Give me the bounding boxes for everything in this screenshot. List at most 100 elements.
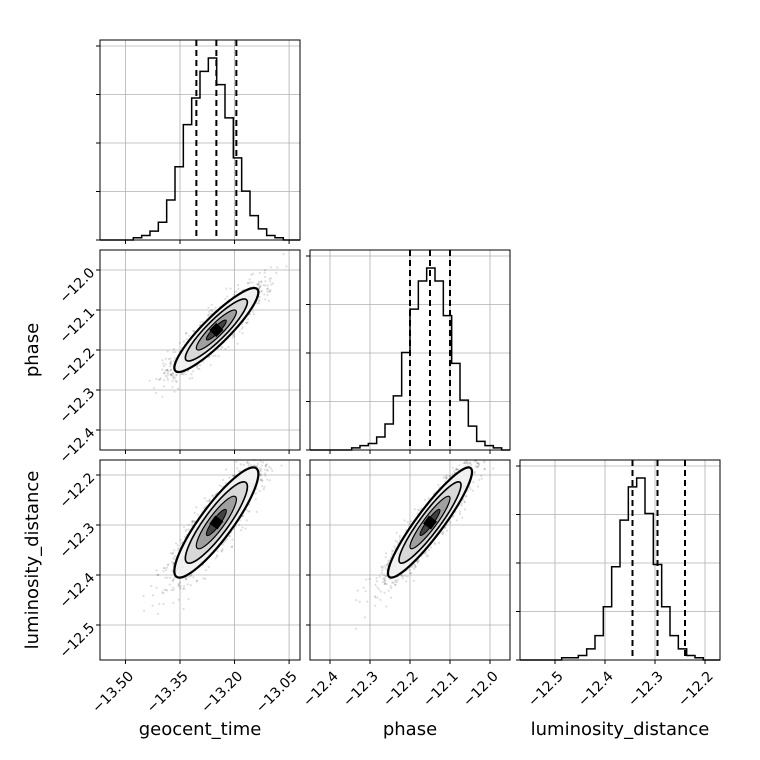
sample-point bbox=[381, 567, 384, 570]
sample-point bbox=[166, 589, 169, 592]
sample-point bbox=[417, 508, 420, 512]
sample-point bbox=[157, 378, 160, 381]
sample-point bbox=[445, 476, 448, 479]
sample-point bbox=[201, 320, 205, 323]
sample-point bbox=[266, 469, 269, 472]
sample-point bbox=[191, 377, 194, 380]
sample-point bbox=[404, 574, 407, 577]
sample-point bbox=[163, 372, 166, 375]
sample-point bbox=[404, 529, 407, 532]
sample-point bbox=[185, 332, 188, 335]
sample-point bbox=[355, 627, 358, 630]
sample-point bbox=[162, 592, 165, 595]
sample-point bbox=[441, 532, 444, 535]
sample-point bbox=[172, 375, 175, 378]
sample-point bbox=[270, 277, 273, 280]
sample-point bbox=[258, 286, 261, 289]
sample-point bbox=[246, 461, 249, 464]
density-peak bbox=[423, 515, 437, 530]
sample-point bbox=[458, 464, 461, 467]
sample-point bbox=[178, 581, 182, 584]
sample-point bbox=[207, 314, 210, 317]
sample-point bbox=[396, 540, 399, 544]
sample-point bbox=[166, 369, 169, 372]
sample-point bbox=[252, 313, 255, 316]
y-tick-label-luminosity_distance: −12.5 bbox=[57, 620, 99, 662]
sample-point bbox=[386, 562, 390, 565]
sample-point bbox=[152, 386, 156, 389]
sample-point bbox=[210, 303, 213, 306]
sample-point bbox=[384, 566, 387, 570]
sample-point bbox=[155, 377, 158, 381]
sample-point bbox=[268, 290, 271, 293]
sample-point bbox=[413, 508, 416, 511]
sample-point bbox=[263, 472, 266, 475]
sample-point bbox=[246, 460, 249, 463]
sample-point bbox=[480, 477, 483, 480]
sample-point bbox=[203, 497, 206, 500]
sample-point bbox=[251, 272, 254, 275]
sample-point bbox=[264, 465, 267, 468]
histogram-panel-luminosity_distance bbox=[516, 459, 721, 664]
sample-point bbox=[164, 369, 167, 372]
sample-point bbox=[189, 584, 192, 587]
sample-point bbox=[191, 519, 194, 522]
sample-point bbox=[473, 471, 476, 474]
sample-point bbox=[476, 462, 479, 465]
sample-point bbox=[224, 297, 227, 300]
sample-point bbox=[196, 513, 199, 516]
sample-point bbox=[168, 576, 172, 579]
sample-point bbox=[187, 528, 190, 531]
sample-point bbox=[247, 282, 250, 285]
y-tick-label-phase: −12.2 bbox=[57, 345, 99, 387]
sample-point bbox=[166, 373, 169, 376]
sample-point bbox=[204, 569, 208, 572]
x-axis-label-geocent_time: geocent_time bbox=[139, 719, 262, 740]
sample-point bbox=[264, 468, 267, 471]
sample-point bbox=[193, 520, 196, 523]
sample-point bbox=[269, 280, 272, 283]
sample-point bbox=[381, 581, 384, 584]
sample-point bbox=[202, 507, 205, 510]
sample-point bbox=[174, 376, 177, 379]
x-tick-label-luminosity_distance: −12.3 bbox=[625, 668, 667, 710]
sample-point bbox=[238, 470, 241, 473]
sample-point bbox=[464, 495, 467, 498]
sample-point bbox=[169, 552, 172, 555]
sample-point bbox=[222, 478, 225, 482]
sample-point bbox=[241, 332, 244, 335]
sample-point bbox=[233, 335, 236, 338]
sample-point bbox=[443, 475, 446, 478]
sample-point bbox=[260, 280, 263, 283]
sample-point bbox=[394, 539, 397, 543]
sample-point bbox=[263, 485, 266, 488]
sample-point bbox=[183, 526, 186, 529]
sample-point bbox=[382, 577, 385, 580]
sample-point bbox=[378, 588, 381, 591]
sample-point bbox=[260, 464, 263, 467]
sample-point bbox=[385, 552, 388, 555]
sample-point bbox=[192, 329, 195, 333]
sample-point bbox=[195, 365, 198, 369]
sample-point bbox=[258, 271, 261, 275]
sample-point bbox=[395, 531, 398, 535]
sample-point bbox=[468, 461, 472, 464]
sample-point bbox=[394, 583, 397, 586]
sample-point bbox=[420, 507, 423, 510]
sample-point bbox=[231, 545, 234, 548]
sample-point bbox=[271, 469, 274, 472]
sample-point bbox=[191, 520, 194, 524]
sample-point bbox=[406, 575, 409, 578]
sample-point bbox=[227, 345, 230, 349]
sample-point bbox=[169, 368, 172, 371]
x-tick-label-geocent_time: −13.05 bbox=[253, 668, 301, 716]
sample-point bbox=[187, 523, 190, 526]
x-tick-label-geocent_time: −13.20 bbox=[198, 668, 246, 716]
sample-point bbox=[383, 583, 386, 586]
sample-point bbox=[476, 485, 480, 488]
sample-point bbox=[170, 368, 173, 371]
sample-point bbox=[477, 461, 480, 465]
sample-point bbox=[408, 572, 412, 575]
sample-point bbox=[182, 373, 185, 376]
sample-point bbox=[368, 577, 371, 581]
